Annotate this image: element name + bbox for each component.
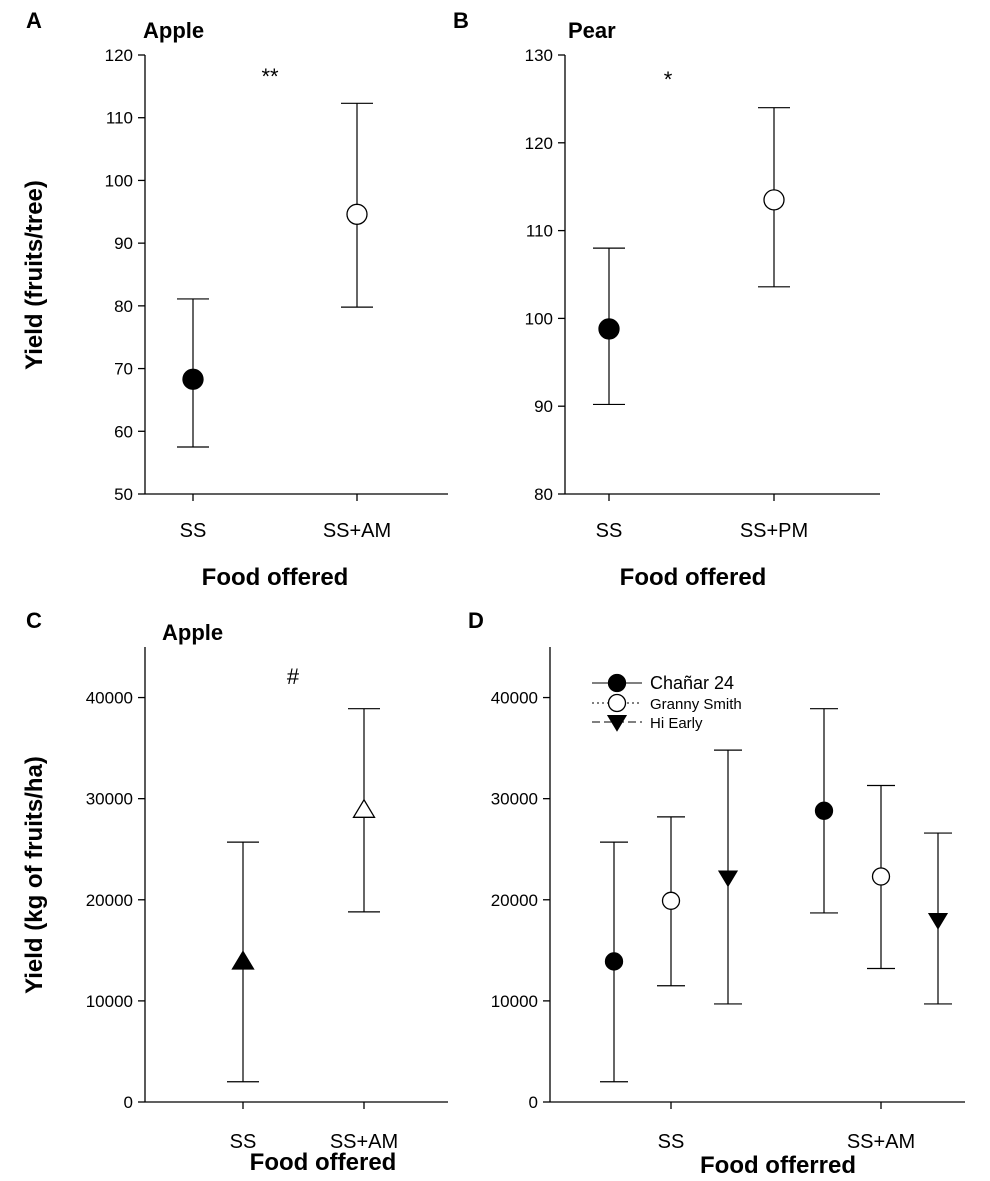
legend-marker — [606, 714, 628, 732]
data-point — [927, 912, 949, 930]
panel-letter: C — [26, 608, 42, 633]
y-tick-label: 100 — [105, 171, 133, 190]
panel-b: 80 90 100 110 120 130 SS SS+PM Food offered Pear B… — [453, 8, 880, 591]
data-point — [182, 368, 204, 390]
y-tick-label: 90 — [534, 397, 553, 416]
y-tick-label: 10000 — [491, 992, 538, 1011]
x-axis-title: Food offered — [202, 564, 349, 591]
y-tick-label: 30000 — [491, 790, 538, 809]
data-point — [604, 952, 624, 971]
series-0 — [600, 708, 838, 1083]
y-tick-label: 130 — [525, 46, 553, 65]
significance-marker: # — [287, 664, 300, 689]
y-tick-label: 120 — [525, 134, 553, 153]
y-axis-title: Yield (fruits/tree) — [21, 180, 48, 370]
y-tick-label: 50 — [114, 485, 133, 504]
x-tick-label: SS — [658, 1131, 685, 1153]
data-point — [231, 950, 255, 970]
y-tick-label: 30000 — [86, 790, 133, 809]
y-tick-label: 20000 — [86, 891, 133, 910]
y-tick-label: 0 — [529, 1093, 538, 1112]
series-2 — [714, 749, 952, 1005]
legend-label: Granny Smith — [650, 696, 742, 713]
panel-title: Pear — [568, 18, 616, 43]
data-point — [717, 870, 739, 888]
x-tick-label: SS — [180, 520, 207, 542]
data-point — [352, 798, 376, 818]
x-axis-title: Food offered — [250, 1149, 397, 1176]
data-point — [661, 891, 681, 910]
panel-title: Apple — [143, 18, 204, 43]
legend-marker — [607, 693, 627, 713]
legend-marker — [607, 673, 627, 693]
panel-letter: A — [26, 8, 42, 33]
legend-label: Hi Early — [650, 715, 703, 732]
y-tick-label: 110 — [106, 109, 133, 128]
x-tick-label: SS — [596, 520, 623, 542]
x-tick-label: SS+AM — [323, 520, 391, 542]
y-tick-label: 80 — [534, 485, 553, 504]
y-tick-label: 60 — [114, 422, 133, 441]
y-tick-label: 70 — [114, 360, 133, 379]
y-axis-title: Yield (kg of fruits/ha) — [21, 756, 48, 994]
panel-letter: D — [468, 608, 484, 633]
x-axis-title: Food offerred — [700, 1152, 856, 1179]
y-tick-label: 110 — [526, 222, 553, 241]
data-point — [871, 867, 891, 886]
y-tick-label: 10000 — [86, 992, 133, 1011]
significance-marker: * — [664, 67, 673, 92]
data-point — [814, 801, 834, 820]
panel-title: Apple — [162, 620, 223, 645]
panel-a: 50 60 70 80 90 100 110 120 SS SS+AM Food offered Yi… — [21, 8, 448, 591]
x-tick-label: SS+PM — [740, 520, 808, 542]
y-tick-label: 100 — [525, 309, 553, 328]
legend-label: Chañar 24 — [650, 673, 734, 693]
x-tick-label: SS+AM — [330, 1131, 398, 1153]
y-tick-label: 120 — [105, 46, 133, 65]
series-1 — [657, 784, 895, 987]
y-tick-label: 0 — [124, 1093, 133, 1112]
data-point — [598, 318, 620, 340]
y-tick-label: 40000 — [86, 689, 133, 708]
y-tick-label: 80 — [114, 297, 133, 316]
x-tick-label: SS+AM — [847, 1131, 915, 1153]
significance-marker: ** — [261, 64, 279, 89]
data-point — [763, 189, 785, 211]
y-tick-label: 20000 — [491, 891, 538, 910]
x-tick-label: SS — [230, 1131, 257, 1153]
x-axis-title: Food offered — [620, 564, 767, 591]
data-point — [346, 203, 368, 225]
y-tick-label: 40000 — [491, 689, 538, 708]
panel-letter: B — [453, 8, 469, 33]
y-tick-label: 90 — [114, 234, 133, 253]
legend: Chañar 24 Granny Smith Hi Early — [592, 673, 742, 732]
